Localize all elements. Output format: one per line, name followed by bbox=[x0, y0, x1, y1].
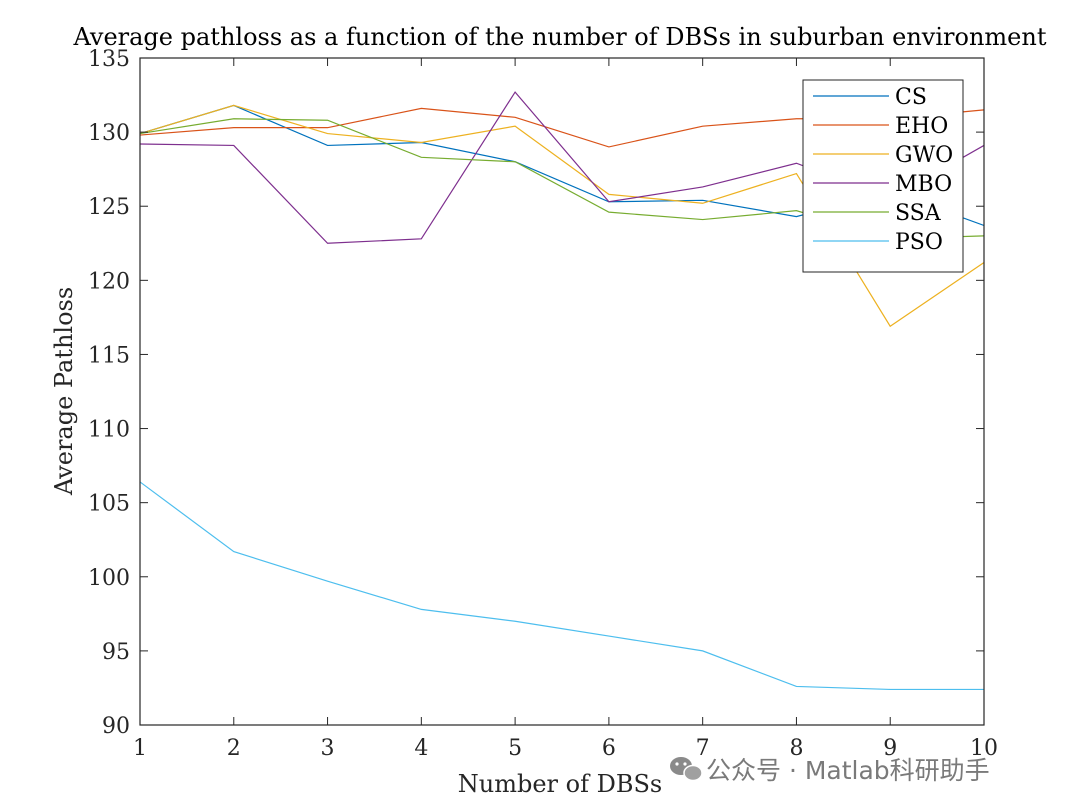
x-tick-label: 4 bbox=[414, 736, 428, 761]
legend-item-gwo: GWO bbox=[813, 143, 953, 168]
x-tick-label: 3 bbox=[321, 736, 335, 761]
y-tick-label: 95 bbox=[102, 640, 130, 665]
watermark-text: 公众号 · Matlab科研助手 bbox=[706, 756, 990, 785]
x-axis-label: Number of DBSs bbox=[458, 770, 662, 798]
y-tick-label: 90 bbox=[102, 714, 130, 739]
legend-item-ssa: SSA bbox=[813, 201, 942, 226]
legend-item-cs: CS bbox=[813, 85, 927, 110]
legend-label: MBO bbox=[895, 172, 952, 197]
legend: CS EHO GWO MBO SSA PSO bbox=[802, 79, 964, 273]
y-tick-label: 130 bbox=[88, 121, 130, 146]
y-tick-label: 100 bbox=[88, 566, 130, 591]
legend-item-mbo: MBO bbox=[813, 172, 952, 197]
legend-box bbox=[802, 79, 964, 273]
x-tick-label: 2 bbox=[227, 736, 241, 761]
legend-label: SSA bbox=[895, 201, 942, 226]
wechat-icon bbox=[670, 757, 703, 782]
series-line-pso bbox=[140, 481, 984, 691]
y-tick-label: 110 bbox=[88, 418, 130, 443]
y-tick-label: 115 bbox=[88, 343, 130, 368]
y-tick-label: 135 bbox=[88, 47, 130, 72]
x-tick-label: 5 bbox=[508, 736, 522, 761]
legend-label: PSO bbox=[895, 230, 943, 255]
y-tick-label: 125 bbox=[88, 195, 130, 220]
x-tick-label: 6 bbox=[602, 736, 616, 761]
x-tick-label: 7 bbox=[696, 736, 710, 761]
legend-item-eho: EHO bbox=[813, 114, 948, 139]
y-tick-label: 105 bbox=[88, 492, 130, 517]
x-tick-label: 1 bbox=[133, 736, 147, 761]
axes-box bbox=[139, 57, 985, 726]
y-tick-label: 120 bbox=[88, 269, 130, 294]
x-tick-label: 9 bbox=[883, 736, 897, 761]
legend-label: CS bbox=[895, 85, 927, 110]
legend-label: GWO bbox=[895, 143, 953, 168]
x-tick-label: 8 bbox=[789, 736, 803, 761]
x-tick-label: 10 bbox=[970, 736, 998, 761]
chart-title: Average pathloss as a function of the nu… bbox=[73, 23, 1047, 51]
watermark: 公众号 · Matlab科研助手 bbox=[670, 756, 990, 785]
legend-label: EHO bbox=[895, 114, 948, 139]
y-axis-label: Average Pathloss bbox=[50, 287, 78, 496]
legend-item-pso: PSO bbox=[813, 230, 943, 255]
